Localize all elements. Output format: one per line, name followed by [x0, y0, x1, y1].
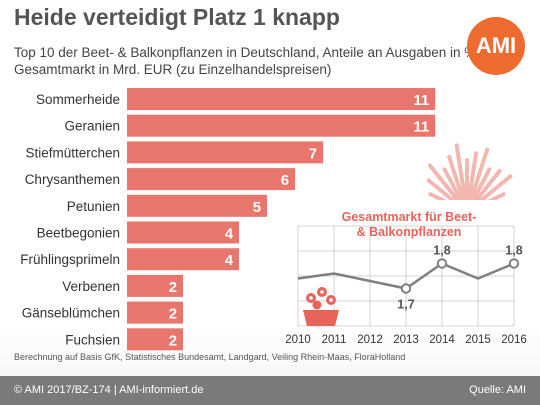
line-chart-background	[283, 200, 535, 330]
bar-category-label: Gänseblümchen	[22, 306, 120, 321]
data-point	[436, 258, 448, 269]
x-tick-label: 2013	[393, 334, 419, 346]
bar-value-label: 2	[169, 279, 177, 296]
flower-pot-icon	[303, 287, 339, 326]
footer-source: Quelle: AMI	[469, 384, 526, 396]
bar-value-label: 11	[413, 92, 429, 109]
bar-value-label: 5	[253, 199, 261, 216]
line-chart-title-line-1: Gesamtmarkt für Beet-	[342, 210, 477, 224]
bar	[127, 88, 436, 110]
data-point-label: 1,8	[433, 244, 450, 258]
source-note: Berechnung auf Basis GfK, Statistisches …	[14, 352, 406, 362]
bar-category-label: Geranien	[64, 119, 120, 134]
bar	[127, 114, 436, 137]
bar-value-label: 4	[225, 252, 234, 269]
bar-category-label: Sommerheide	[36, 92, 120, 107]
footer-copyright: © AMI 2017/BZ-174 | AMI-informiert.de	[14, 384, 204, 396]
data-point-label: 1,8	[505, 244, 522, 258]
footer-bar: © AMI 2017/BZ-174 | AMI-informiert.de Qu…	[0, 376, 540, 405]
bar-value-label: 4	[225, 226, 234, 243]
bar	[127, 194, 268, 217]
x-tick-label: 2015	[465, 334, 491, 346]
ami-logo: AMI	[467, 17, 525, 75]
line-chart-x-ticks: 2010 2011 2012 2013 2014 2015 2016	[285, 334, 527, 346]
x-tick-label: 2011	[322, 334, 347, 346]
bar	[127, 141, 324, 164]
bar-category-label: Beetbegonien	[37, 226, 120, 241]
line-chart-series: 1,7 1,8 1,8	[297, 244, 523, 312]
bar-chart: Sommerheide 11 Geranien 11 Stiefmütterchen 7 C…	[20, 88, 436, 351]
bar-value-label: 7	[309, 145, 317, 162]
data-point	[400, 283, 412, 294]
bar-category-label: Petunien	[67, 199, 120, 214]
chart-canvas: Sommerheide 11 Geranien 11 Stiefmütterchen 7 C…	[20, 88, 535, 351]
x-tick-label: 2016	[501, 334, 527, 346]
data-point	[508, 258, 520, 269]
bar-category-label: Verbenen	[62, 279, 120, 294]
x-tick-label: 2014	[429, 334, 455, 346]
x-tick-label: 2010	[285, 334, 311, 346]
bar	[127, 221, 240, 244]
data-point-label: 1,7	[397, 298, 414, 312]
bar-value-label: 6	[281, 172, 289, 189]
bar-category-label: Fuchsien	[65, 332, 120, 347]
bar	[127, 168, 296, 191]
bar	[127, 301, 184, 324]
line-chart-title-line-2: & Balkonpflanzen	[357, 225, 462, 239]
bar-category-label: Chrysanthemen	[25, 172, 120, 187]
x-tick-label: 2012	[357, 334, 383, 346]
bar-category-label: Frühlingsprimeln	[20, 252, 120, 267]
bar	[127, 248, 240, 271]
bar-value-label: 2	[169, 332, 177, 349]
bar	[127, 328, 184, 351]
bar-value-label: 2	[169, 306, 177, 323]
bar-category-label: Stiefmütterchen	[25, 145, 120, 160]
bar	[127, 274, 184, 297]
page-title: Heide verteidigt Platz 1 knapp	[14, 4, 340, 30]
page-subtitle: Top 10 der Beet- & Balkonpflanzen in Deu…	[14, 45, 481, 77]
bar-value-label: 11	[413, 119, 429, 136]
